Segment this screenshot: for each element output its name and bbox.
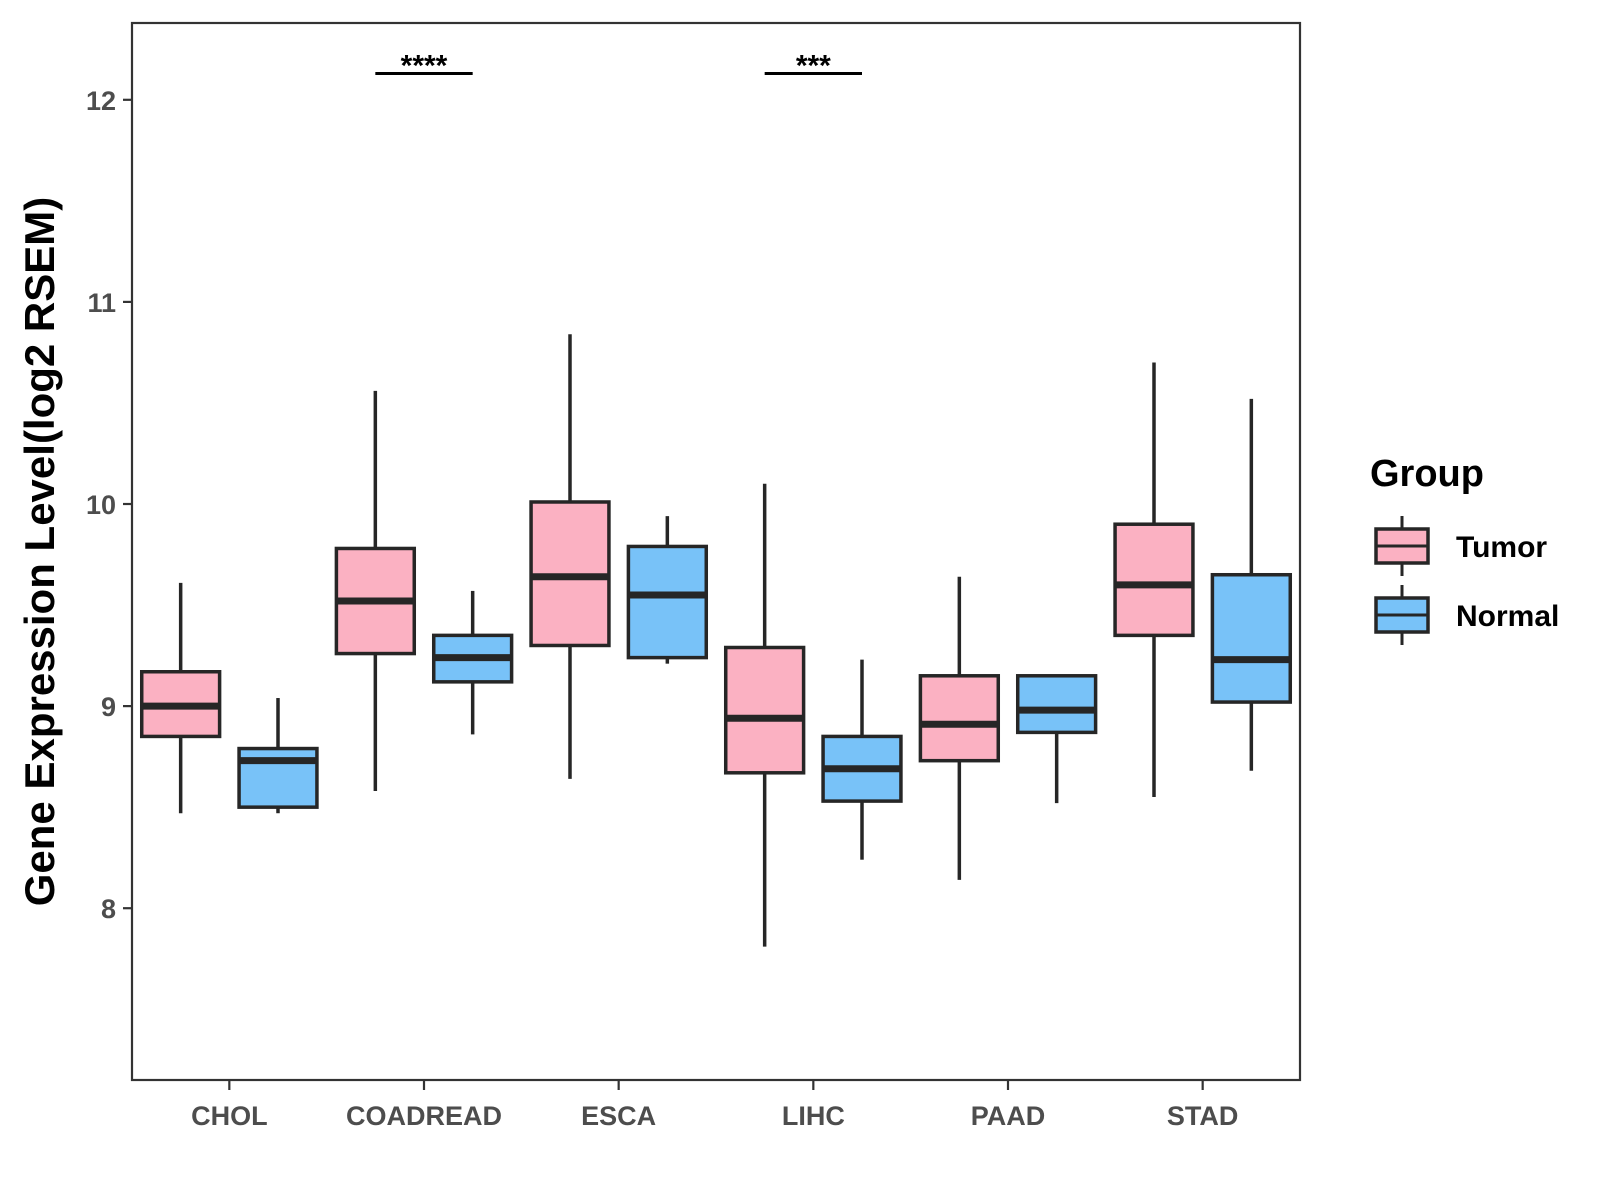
box-tumor: [139, 582, 222, 814]
significance-label: ****: [401, 50, 448, 83]
box-iqr: [1015, 674, 1098, 735]
box-iqr: [1113, 522, 1195, 638]
y-tick-label: 12: [86, 86, 116, 116]
series-tumor: [139, 334, 1195, 947]
legend-key-normal: [1374, 585, 1430, 645]
significance-label: ***: [796, 50, 831, 83]
y-tick-label: 10: [86, 490, 116, 520]
x-tick-label: PAAD: [971, 1101, 1046, 1131]
y-tick-label: 8: [101, 894, 116, 924]
legend-key-tumor: [1374, 516, 1430, 576]
legend-label-tumor: Tumor: [1456, 531, 1547, 564]
x-tick-label: ESCA: [581, 1101, 656, 1131]
legend-label-normal: Normal: [1456, 600, 1559, 633]
box-tumor: [334, 390, 417, 791]
box-normal: [1015, 674, 1098, 804]
box-iqr: [918, 674, 1001, 763]
y-tick-label: 9: [101, 692, 116, 722]
axes: 8 9 10 11 12 CHOL COADREAD ESCA LIHC PAAD STAD Gene…: [16, 21, 1302, 1131]
box-tumor: [918, 576, 1001, 880]
box-normal: [431, 590, 514, 735]
x-tick-label: LIHC: [782, 1101, 845, 1131]
y-tick-label: 11: [87, 288, 116, 318]
x-tick-label: COADREAD: [346, 1101, 502, 1131]
box-normal: [821, 659, 903, 860]
box-normal: [237, 698, 319, 814]
legend: Group Tumor Normal: [1370, 453, 1559, 645]
box-iqr: [1210, 572, 1293, 704]
box-normal: [1210, 398, 1293, 771]
series-normal: [237, 398, 1293, 860]
box-normal: [626, 516, 709, 664]
box-iqr: [723, 645, 806, 775]
plot-area: **** ***: [139, 50, 1293, 947]
x-tick-label: CHOL: [191, 1101, 268, 1131]
box-tumor: [1113, 362, 1195, 798]
x-tick-label: STAD: [1167, 1101, 1239, 1131]
y-axis-title: Gene Expression Level(log2 RSEM): [16, 197, 63, 907]
box-tumor: [529, 334, 611, 779]
legend-title: Group: [1370, 453, 1484, 495]
panel-border: [130, 21, 1302, 1082]
box-iqr: [626, 544, 709, 660]
box-tumor: [723, 483, 806, 947]
